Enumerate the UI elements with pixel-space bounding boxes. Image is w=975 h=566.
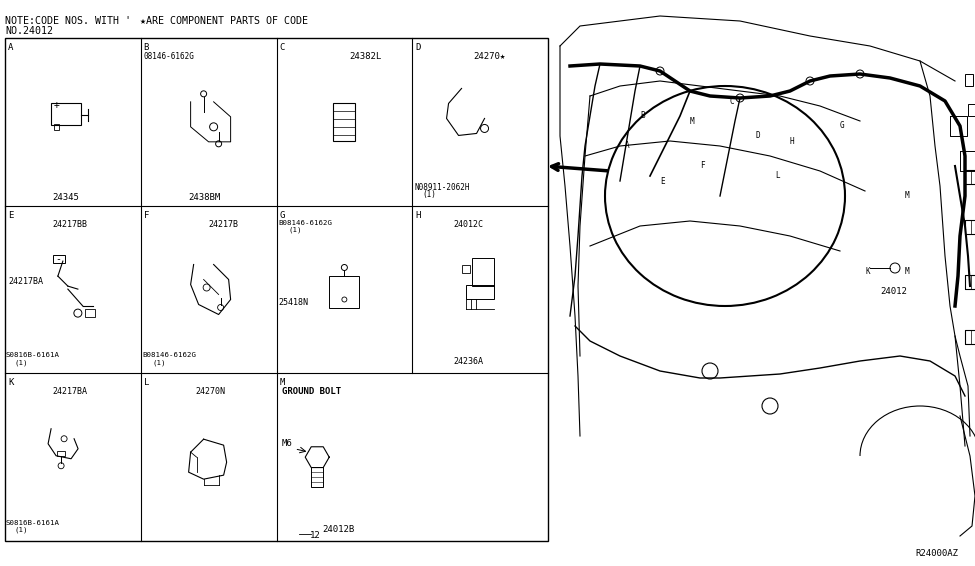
Text: +: + <box>54 100 59 110</box>
Text: E: E <box>660 177 665 186</box>
Text: (1): (1) <box>153 359 167 366</box>
Text: M6: M6 <box>282 439 292 448</box>
Text: B: B <box>143 43 149 52</box>
Text: GROUND BOLT: GROUND BOLT <box>282 387 340 396</box>
Bar <box>472 258 494 286</box>
Text: C: C <box>280 43 285 52</box>
Text: 24270★: 24270★ <box>473 52 506 61</box>
Text: C: C <box>730 96 734 105</box>
Text: NO.24012: NO.24012 <box>5 26 53 36</box>
Bar <box>965 275 975 289</box>
Text: L: L <box>143 378 149 387</box>
Text: B08146-6162G: B08146-6162G <box>142 352 197 358</box>
Text: B08146-6162G: B08146-6162G <box>279 220 332 226</box>
Bar <box>85 309 95 317</box>
Text: (1): (1) <box>289 226 302 233</box>
Text: 24012B: 24012B <box>322 525 355 534</box>
Text: 24217BA: 24217BA <box>53 387 88 396</box>
Bar <box>965 330 975 344</box>
Text: 24012: 24012 <box>880 286 907 295</box>
Bar <box>53 255 65 263</box>
Text: (1): (1) <box>15 527 28 533</box>
Text: H: H <box>790 136 795 145</box>
Text: (1): (1) <box>422 190 436 199</box>
Bar <box>965 220 975 234</box>
Text: 2438BM: 2438BM <box>188 193 221 202</box>
Bar <box>5 38 548 541</box>
Bar <box>965 220 971 234</box>
Text: 24217BA: 24217BA <box>8 277 43 286</box>
Bar <box>965 275 971 289</box>
Text: 24236A: 24236A <box>453 357 483 366</box>
Bar <box>965 170 971 184</box>
Text: H: H <box>415 211 420 220</box>
Text: D: D <box>415 43 420 52</box>
Text: 24217BB: 24217BB <box>53 220 88 229</box>
Text: NOTE:CODE NOS. WITH ': NOTE:CODE NOS. WITH ' <box>5 16 143 26</box>
Text: ★ARE COMPONENT PARTS OF CODE: ★ARE COMPONENT PARTS OF CODE <box>140 16 308 26</box>
Text: S0816B-6161A: S0816B-6161A <box>6 352 60 358</box>
Text: D: D <box>755 131 760 140</box>
Bar <box>58 451 65 456</box>
Bar <box>965 74 973 86</box>
Bar <box>51 104 81 126</box>
Bar <box>330 276 360 307</box>
Text: A: A <box>625 142 630 151</box>
Bar <box>965 170 975 184</box>
Text: M: M <box>905 267 910 276</box>
Text: 08146-6162G: 08146-6162G <box>143 52 195 61</box>
Text: G: G <box>280 211 285 220</box>
Text: 24382L: 24382L <box>349 52 381 61</box>
Text: 24217B: 24217B <box>209 220 239 229</box>
Bar <box>466 285 494 299</box>
Bar <box>54 125 59 130</box>
Text: M: M <box>690 117 694 126</box>
Bar <box>968 104 975 116</box>
Text: K: K <box>8 378 14 387</box>
Bar <box>311 467 324 487</box>
Text: M: M <box>280 378 285 387</box>
Text: E: E <box>8 211 14 220</box>
Text: A: A <box>8 43 14 52</box>
Text: 25418N: 25418N <box>279 298 308 307</box>
Text: B: B <box>640 112 644 121</box>
Text: -: - <box>55 254 60 264</box>
Text: M: M <box>905 191 910 200</box>
Text: L: L <box>775 171 780 181</box>
Text: R24000AZ: R24000AZ <box>915 549 958 558</box>
Text: F: F <box>700 161 705 170</box>
Bar <box>333 103 355 141</box>
Text: N08911-2062H: N08911-2062H <box>414 183 470 192</box>
Text: 12: 12 <box>310 531 321 541</box>
Text: (1): (1) <box>15 359 28 366</box>
Text: S0816B-6161A: S0816B-6161A <box>6 520 60 526</box>
Text: G: G <box>840 122 844 131</box>
Bar <box>965 330 971 344</box>
Bar <box>462 265 470 273</box>
Text: 24345: 24345 <box>53 193 80 202</box>
Text: 24270N: 24270N <box>195 387 225 396</box>
Text: K: K <box>865 267 870 276</box>
Text: F: F <box>143 211 149 220</box>
Text: 24012C: 24012C <box>453 220 483 229</box>
